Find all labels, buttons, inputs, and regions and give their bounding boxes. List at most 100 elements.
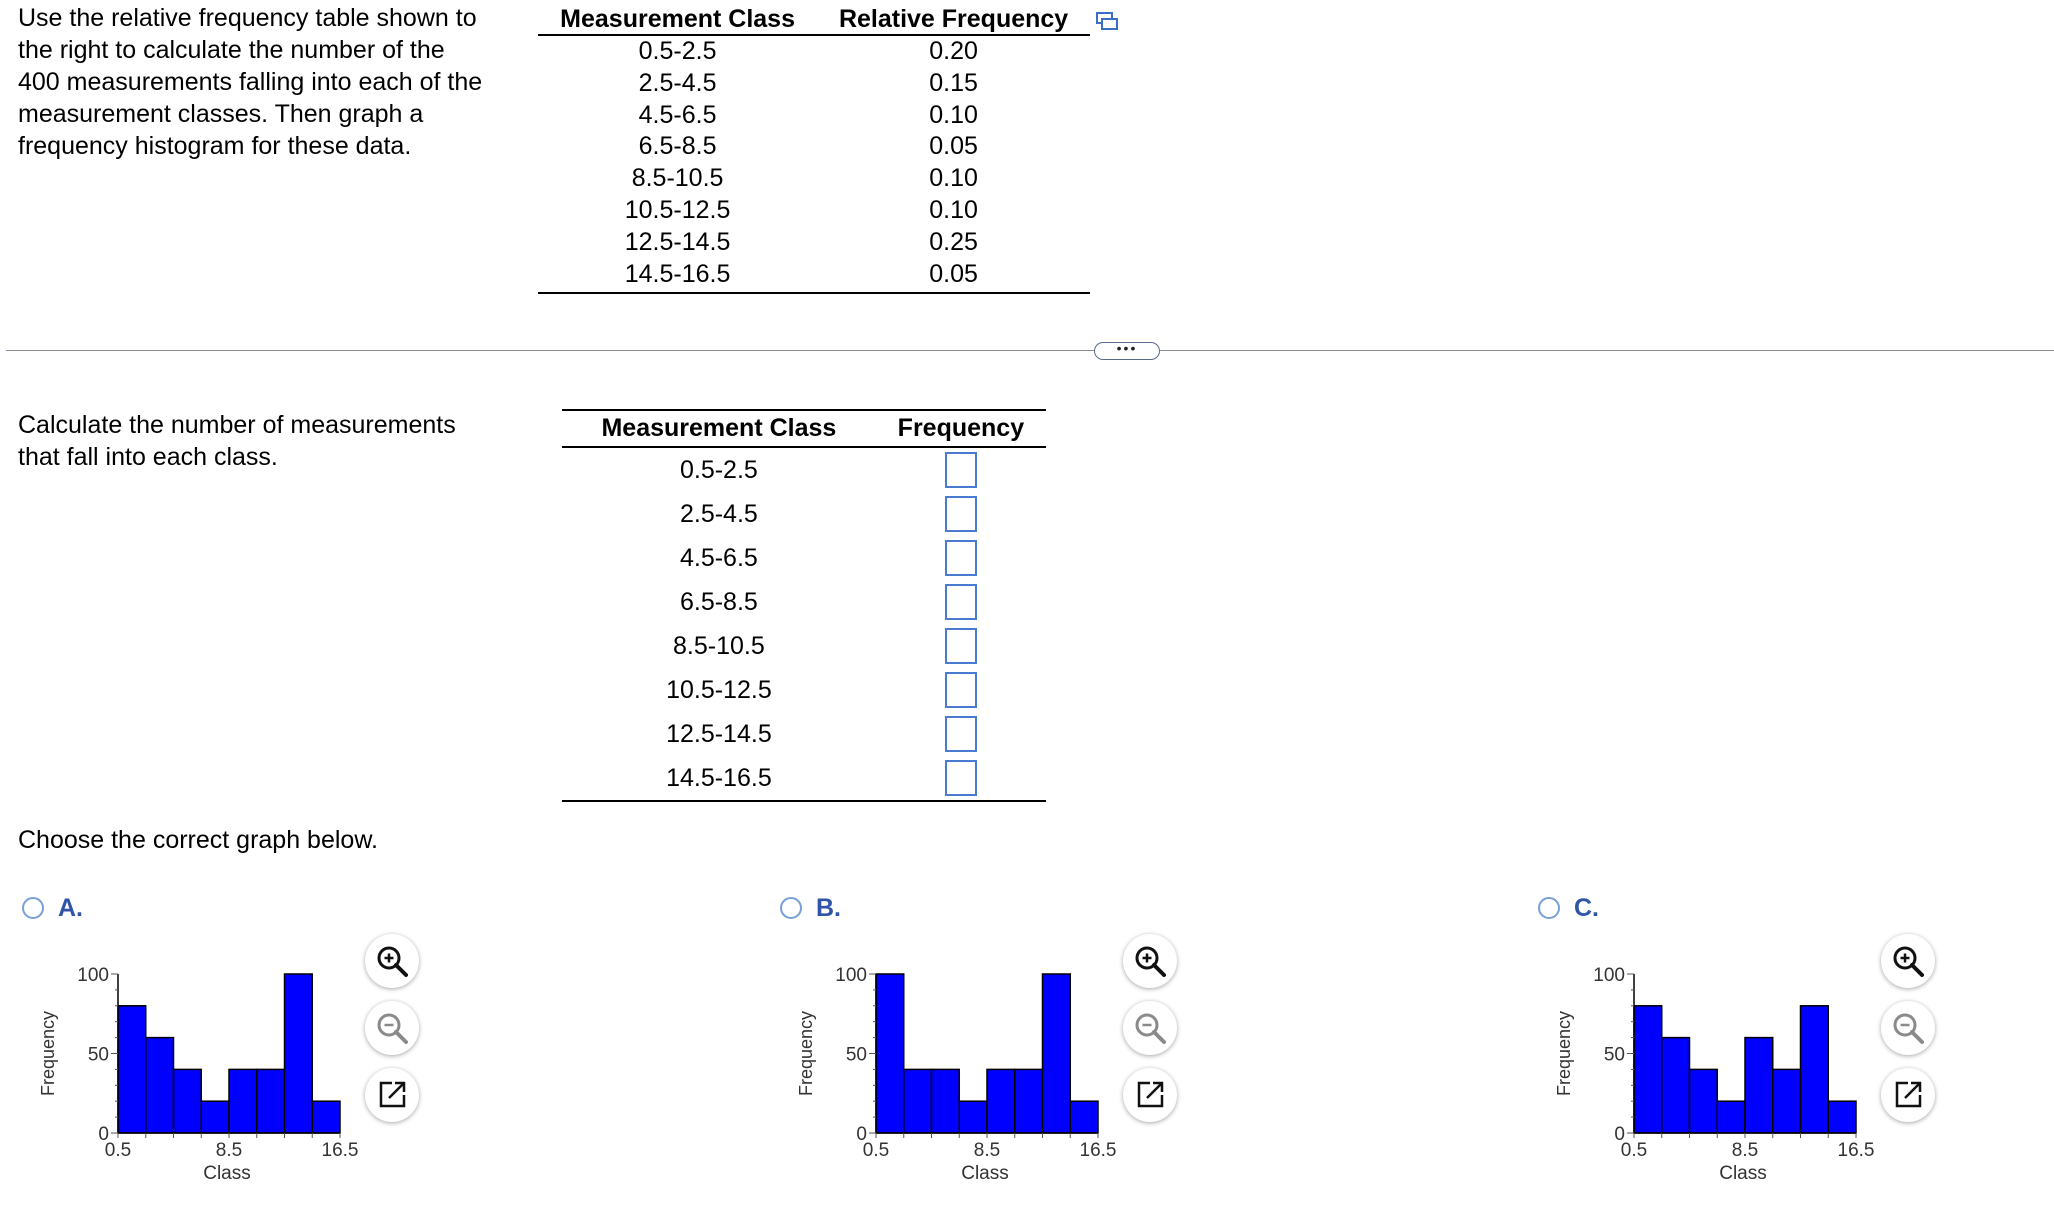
option-a-radio[interactable] — [22, 897, 44, 919]
section-divider — [6, 350, 2054, 351]
header-relative-frequency: Relative Frequency — [817, 4, 1090, 36]
frequency-input[interactable] — [944, 672, 977, 708]
intro-line: frequency histogram for these data. — [18, 132, 412, 160]
measurement-class-cell: 0.5-2.5 — [679, 455, 758, 484]
table-row: 14.5-16.5 0.05 — [538, 259, 1090, 294]
measurement-class-cell: 4.5-6.5 — [679, 543, 758, 572]
y-tick-label: 100 — [835, 965, 867, 986]
x-tick-label: 16.5 — [1838, 1140, 1875, 1161]
measurement-class-cell: 12.5-14.5 — [666, 719, 772, 748]
frequency-input[interactable] — [944, 540, 977, 576]
x-axis-label: Class — [1719, 1163, 1767, 1184]
zoom-in-button[interactable] — [365, 934, 419, 988]
zoom-in-button[interactable] — [1123, 934, 1177, 988]
histogram-bar — [903, 1068, 933, 1134]
option-a-label[interactable]: A. — [58, 894, 83, 922]
table-row: 8.5-10.5 — [562, 624, 1046, 668]
frequency-input[interactable] — [944, 452, 977, 488]
part1-prompt-line: Calculate the number of measurements — [18, 411, 456, 439]
table-row: 0.5-2.5 — [562, 447, 1046, 492]
zoom-in-icon — [1893, 946, 1924, 977]
x-tick-label: 16.5 — [1080, 1140, 1117, 1161]
frequency-cell — [876, 756, 1046, 801]
open-new-window-icon — [1137, 1081, 1164, 1108]
y-tick-label: 0 — [1614, 1124, 1625, 1145]
option-c-radio[interactable] — [1538, 897, 1560, 919]
histogram-bar — [1014, 1068, 1044, 1134]
relative-frequency-cell: 0.10 — [929, 164, 978, 193]
intro-line: 400 measurements falling into each of th… — [18, 68, 483, 96]
x-tick-label: 8.5 — [1732, 1140, 1758, 1161]
frequency-cell — [876, 712, 1046, 756]
option-b-label[interactable]: B. — [816, 894, 841, 922]
measurement-class-cell: 2.5-4.5 — [679, 499, 758, 528]
table-row: 4.5-6.5 — [562, 536, 1046, 580]
table-row: 12.5-14.5 — [562, 712, 1046, 756]
y-tick-label: 0 — [856, 1124, 867, 1145]
frequency-input[interactable] — [944, 760, 977, 796]
y-tick-label: 50 — [846, 1045, 867, 1066]
histogram-bar — [875, 973, 905, 1134]
intro-line: measurement classes. Then graph a — [18, 100, 424, 128]
table-row: 0.5-2.5 0.20 — [538, 35, 1090, 68]
zoom-out-icon — [1135, 1013, 1166, 1044]
histogram-bar — [986, 1068, 1016, 1134]
histogram-bar — [228, 1068, 258, 1134]
zoom-out-button[interactable] — [1123, 1001, 1177, 1055]
zoom-out-button[interactable] — [365, 1001, 419, 1055]
expand-more-button[interactable]: ••• — [1094, 341, 1160, 360]
open-new-window-button[interactable] — [1123, 1068, 1177, 1122]
measurement-class-cell: 12.5-14.5 — [624, 227, 731, 256]
option-b-radio[interactable] — [780, 897, 802, 919]
frequency-cell — [876, 492, 1046, 536]
zoom-out-icon — [1893, 1013, 1924, 1044]
table-row: 8.5-10.5 0.10 — [538, 163, 1090, 195]
intro-line: Use the relative frequency table shown t… — [18, 4, 477, 32]
y-axis-label: Frequency — [1554, 1011, 1574, 1096]
relative-frequency-cell: 0.05 — [929, 132, 978, 161]
histogram-bar — [1716, 1100, 1746, 1134]
measurement-class-cell: 0.5-2.5 — [638, 37, 717, 65]
zoom-out-button[interactable] — [1881, 1001, 1935, 1055]
frequency-answer-table: Measurement Class Frequency 0.5-2.5 2.5-4… — [562, 409, 1046, 802]
y-tick-label: 0 — [98, 1124, 109, 1145]
open-new-window-icon — [1895, 1081, 1922, 1108]
frequency-cell — [876, 580, 1046, 624]
option-c-label[interactable]: C. — [1574, 894, 1599, 922]
frequency-input[interactable] — [944, 496, 977, 532]
histogram-bar — [1069, 1100, 1099, 1134]
open-new-window-button[interactable] — [365, 1068, 419, 1122]
x-tick-label: 16.5 — [322, 1140, 359, 1161]
measurement-class-cell: 8.5-10.5 — [631, 164, 724, 193]
frequency-input[interactable] — [944, 584, 977, 620]
y-axis-label: Frequency — [796, 1011, 816, 1096]
zoom-in-button[interactable] — [1881, 934, 1935, 988]
question-intro: Use the relative frequency table shown t… — [18, 2, 538, 162]
open-new-window-button[interactable] — [1881, 1068, 1935, 1122]
frequency-input[interactable] — [944, 628, 977, 664]
relative-frequency-cell: 0.05 — [929, 259, 978, 288]
measurement-class-cell: 2.5-4.5 — [638, 68, 717, 97]
relative-frequency-cell: 0.10 — [929, 100, 978, 129]
y-tick-label: 50 — [1604, 1045, 1625, 1066]
x-tick-label: 8.5 — [216, 1140, 242, 1161]
y-tick-label: 50 — [88, 1045, 109, 1066]
histogram-bar — [1661, 1036, 1691, 1134]
table-row: 14.5-16.5 — [562, 756, 1046, 801]
measurement-class-cell: 6.5-8.5 — [638, 132, 717, 161]
table-row: 6.5-8.5 0.05 — [538, 131, 1090, 163]
histogram-bar — [145, 1036, 175, 1134]
table-row: 10.5-12.5 0.10 — [538, 195, 1090, 227]
histogram-bar — [958, 1100, 988, 1134]
y-tick-label: 100 — [77, 965, 109, 986]
part1-prompt-line: that fall into each class. — [18, 443, 278, 471]
histogram-bar — [1799, 1005, 1829, 1134]
x-tick-label: 0.5 — [105, 1140, 131, 1161]
copy-table-icon[interactable] — [1096, 10, 1118, 32]
table-row: 2.5-4.5 0.15 — [538, 68, 1090, 100]
table-row: 6.5-8.5 — [562, 580, 1046, 624]
table-row: 10.5-12.5 — [562, 668, 1046, 712]
frequency-input[interactable] — [944, 716, 977, 752]
relative-frequency-table: Measurement Class Relative Frequency 0.5… — [538, 4, 1090, 295]
relative-frequency-cell: 0.25 — [929, 227, 978, 256]
